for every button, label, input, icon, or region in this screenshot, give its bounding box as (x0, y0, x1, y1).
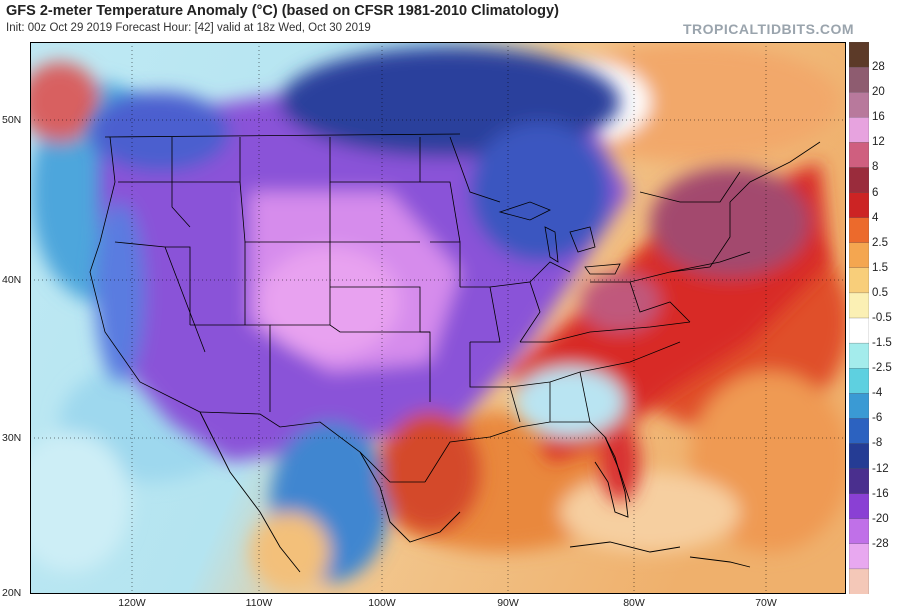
lon-label-90w: 90W (497, 597, 519, 609)
colorbar-label: 12 (872, 136, 885, 149)
colorbar-label: -1.5 (872, 337, 892, 350)
colorbar-swatch (849, 568, 869, 594)
colorbar-swatch (849, 393, 869, 420)
lon-label-100w: 100W (368, 597, 396, 609)
lat-label-20n: 20N (2, 587, 22, 599)
lat-lon-grid (30, 42, 846, 594)
colorbar-label: -28 (872, 537, 889, 550)
colorbar-swatch (849, 443, 869, 470)
colorbar-swatch (849, 342, 869, 369)
colorbar-label: 2.5 (872, 236, 888, 249)
lon-label-120w: 120W (118, 597, 146, 609)
colorbar-label: 4 (872, 211, 879, 224)
colorbar-swatch (849, 217, 869, 244)
colorbar-label: -2.5 (872, 362, 892, 375)
colorbar-swatch (849, 543, 869, 570)
lat-label-30n: 30N (2, 432, 22, 444)
colorbar-swatch (849, 117, 869, 144)
map-frame (30, 42, 846, 594)
colorbar-label: 8 (872, 161, 879, 174)
colorbar-label: -6 (872, 412, 883, 425)
great-lakes (498, 201, 621, 275)
coastlines (199, 411, 751, 573)
lon-label-70w: 70W (755, 597, 777, 609)
colorbar (849, 42, 869, 594)
colorbar-label: -0.5 (872, 312, 892, 324)
colorbar-swatch (849, 518, 869, 545)
colorbar-swatch (849, 167, 869, 194)
colorbar-swatch (849, 493, 869, 520)
colorbar-swatch (849, 242, 869, 269)
colorbar-label: 16 (872, 111, 885, 124)
colorbar-label: -8 (872, 437, 883, 450)
colorbar-swatch (849, 92, 869, 118)
lat-label-50n: 50N (2, 114, 22, 126)
map-title: GFS 2-meter Temperature Anomaly (°C) (ba… (6, 3, 559, 19)
colorbar-label: 28 (872, 61, 885, 74)
colorbar-label: 20 (872, 86, 885, 99)
lon-label-110w: 110W (245, 597, 273, 609)
colorbar-label: -20 (872, 512, 889, 525)
colorbar-swatch (849, 142, 869, 169)
colorbar-swatch (849, 418, 869, 445)
colorbar-label: -12 (872, 462, 889, 475)
temperature-anomaly-map (30, 42, 846, 594)
brand-watermark: TROPICALTIDBITS.COM (682, 21, 854, 37)
lat-label-40n: 40N (2, 274, 22, 286)
forecast-info: Init: 00z Oct 29 2019 Forecast Hour: [42… (6, 22, 371, 34)
colorbar-swatch (849, 468, 869, 495)
colorbar-swatch (849, 192, 869, 219)
colorbar-swatch (849, 42, 869, 68)
state-borders (89, 133, 821, 503)
colorbar-label: -4 (872, 387, 883, 400)
colorbar-swatch (849, 66, 869, 93)
colorbar-label: 1.5 (872, 261, 888, 274)
colorbar-swatch (849, 368, 869, 394)
land-anomaly-field (90, 47, 830, 592)
colorbar-label: 6 (872, 186, 879, 199)
colorbar-label: 0.5 (872, 286, 888, 299)
colorbar-swatch (849, 267, 869, 294)
lon-label-80w: 80W (623, 597, 645, 609)
colorbar-swatch (849, 317, 869, 344)
colorbar-label: -16 (872, 487, 889, 500)
colorbar-swatch (849, 292, 869, 319)
